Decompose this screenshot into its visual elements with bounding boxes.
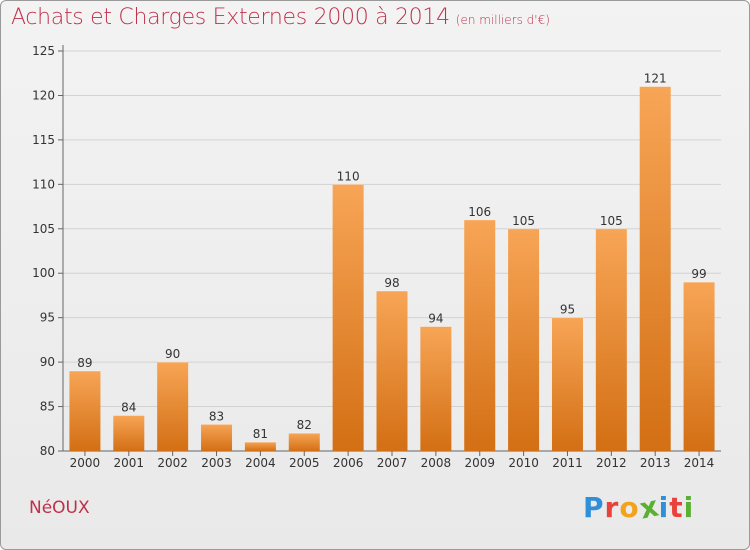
data-label: 121 [644, 72, 667, 86]
bar [332, 184, 364, 452]
commune-name: NéOUX [29, 498, 90, 518]
y-tick-label: 80 [40, 444, 55, 458]
x-tick-label: 2010 [508, 456, 539, 470]
axes: 80 85 90 95 100 105 110 115 120 125 2000 2001 2002 20… [32, 44, 721, 470]
y-tick-label: 85 [40, 400, 55, 414]
y-tick-label: 95 [40, 311, 55, 325]
x-tick-label: 2003 [201, 456, 232, 470]
data-label: 83 [209, 409, 224, 423]
logo-letter: t [669, 491, 684, 524]
bar [683, 282, 715, 451]
bar [639, 86, 671, 452]
y-tick-label: 100 [32, 266, 55, 280]
value-labels: 89 84 90 83 81 82 110 98 94 106 105 95 105 121 99 [77, 72, 706, 442]
x-tick-label: 2006 [333, 456, 364, 470]
data-label: 110 [337, 169, 360, 183]
x-tick-label: 2014 [684, 456, 715, 470]
x-tick-label: 2011 [552, 456, 583, 470]
title-text: Achats et Charges Externes 2000 à 2014 [11, 5, 450, 30]
data-label: 94 [428, 312, 443, 326]
data-label: 106 [468, 205, 491, 219]
x-tick-label: 2001 [114, 456, 145, 470]
bar [508, 228, 540, 451]
bar [464, 219, 496, 451]
bar [113, 415, 145, 451]
bar [288, 433, 320, 451]
chart-title: Achats et Charges Externes 2000 à 2014 (e… [11, 5, 550, 30]
data-label: 90 [165, 347, 180, 361]
x-tick-label: 2007 [377, 456, 408, 470]
bar [420, 326, 452, 451]
data-label: 82 [297, 418, 312, 432]
bar [157, 362, 189, 451]
y-tick-label: 90 [40, 355, 55, 369]
logo-letter: r [604, 491, 620, 524]
data-label: 89 [77, 356, 92, 370]
chart-subtitle: (en milliers d'€) [455, 13, 550, 27]
x-tick-label: 2000 [70, 456, 101, 470]
y-tick-label: 120 [32, 88, 55, 102]
x-tick-label: 2013 [640, 456, 671, 470]
bar [244, 442, 276, 451]
x-tick-label: 2012 [596, 456, 627, 470]
y-tick-label: 110 [32, 177, 55, 191]
data-label: 98 [384, 276, 399, 290]
data-label: 81 [253, 427, 268, 441]
x-tick-label: 2008 [421, 456, 452, 470]
bar [376, 291, 408, 451]
data-label: 105 [512, 214, 535, 228]
y-tick-label: 125 [32, 44, 55, 58]
bar [201, 424, 233, 451]
logo-letter: i [683, 491, 695, 524]
bar [69, 371, 101, 451]
x-tick-label: 2002 [157, 456, 188, 470]
y-tick-label: 105 [32, 222, 55, 236]
data-label: 105 [600, 214, 623, 228]
x-tick-label: 2005 [289, 456, 320, 470]
x-tick-label: 2004 [245, 456, 276, 470]
logo-letter: o [619, 491, 640, 524]
data-label: 95 [560, 303, 575, 317]
logo-letter: i [658, 491, 670, 524]
y-tick-label: 115 [32, 133, 55, 147]
data-label: 99 [691, 267, 706, 281]
logo-letter: P [583, 491, 605, 524]
bar [595, 228, 627, 451]
bar [551, 317, 583, 451]
bars [69, 86, 715, 452]
x-tick-label: 2009 [464, 456, 495, 470]
proxiti-logo[interactable]: Proxiti [583, 489, 695, 525]
data-label: 84 [121, 400, 136, 414]
